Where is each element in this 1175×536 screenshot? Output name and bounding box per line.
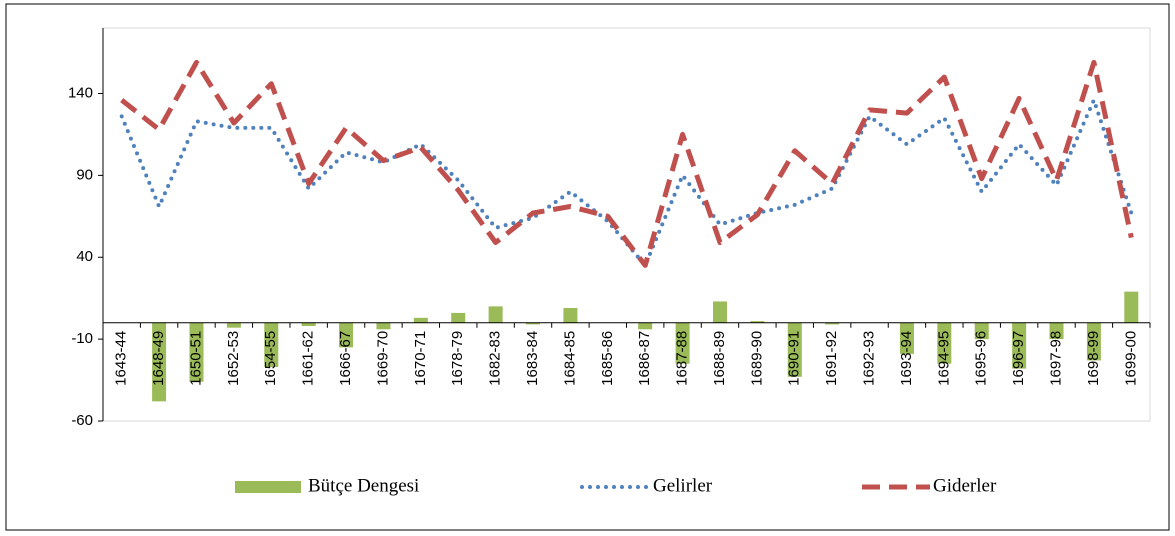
- legend-label: Gelirler: [653, 475, 713, 496]
- bar: [152, 322, 167, 402]
- bar: [376, 322, 391, 330]
- x-tick-label: 1661-62: [300, 331, 317, 386]
- bar: [563, 308, 578, 323]
- x-tick-label: 1652-53: [225, 331, 242, 386]
- line-series: [120, 59, 1134, 268]
- bar: [451, 312, 466, 323]
- bar: [675, 322, 690, 364]
- bar: [301, 322, 316, 327]
- bar: [974, 322, 989, 340]
- x-tick-label: 1688-89: [711, 331, 728, 386]
- x-tick-label: 1678-79: [449, 331, 466, 386]
- bar: [1086, 322, 1101, 361]
- x-tick-label: 1650-51: [187, 331, 204, 386]
- x-tick-label: 1669-70: [374, 331, 391, 386]
- bar: [750, 321, 765, 323]
- bar: [1012, 322, 1027, 369]
- x-tick-label: 1693-94: [898, 331, 915, 386]
- bar: [712, 301, 727, 323]
- x-tick-label: 1692-93: [861, 331, 878, 386]
- legend-swatch: [235, 481, 301, 493]
- y-tick-label: 90: [76, 166, 93, 183]
- x-tick-label: 1682-83: [487, 331, 504, 386]
- legend-label: Giderler: [933, 475, 997, 496]
- bar: [264, 322, 279, 367]
- bar: [899, 322, 914, 354]
- x-tick-label: 1685-86: [599, 331, 616, 386]
- bar: [413, 317, 428, 323]
- x-tick-label: 1670-71: [412, 331, 429, 386]
- x-tick-label: 1695-96: [973, 331, 990, 386]
- x-tick-label: 1697-98: [1047, 331, 1064, 386]
- bar: [1124, 291, 1139, 323]
- x-tick-label: 1691-92: [823, 331, 840, 386]
- bar: [937, 322, 952, 364]
- x-tick-label: 1689-90: [748, 331, 765, 386]
- x-tick-label: 1666-67: [337, 331, 354, 386]
- x-tick-label: 1699-00: [1122, 331, 1139, 386]
- bar: [526, 322, 541, 325]
- x-tick-label: 1687-88: [674, 331, 691, 386]
- x-tick-label: 1690-91: [786, 331, 803, 386]
- bar: [787, 322, 802, 377]
- bar: [488, 306, 503, 323]
- bar: [189, 322, 204, 382]
- x-tick-label: 1683-84: [524, 331, 541, 386]
- y-tick-label: 140: [68, 84, 93, 101]
- bar: [638, 322, 653, 330]
- x-tick-label: 1643-44: [113, 331, 130, 386]
- legend-label: Bütçe Dengesi: [308, 475, 419, 496]
- x-tick-label: 1684-85: [561, 331, 578, 386]
- bar: [1049, 322, 1064, 340]
- y-tick-label: -60: [71, 412, 93, 429]
- x-tick-label: 1694-95: [935, 331, 952, 386]
- bar: [339, 322, 354, 348]
- bar: [825, 322, 840, 325]
- x-tick-label: 1686-87: [636, 331, 653, 386]
- x-tick-label: 1654-55: [262, 331, 279, 386]
- chart-border: [5, 3, 1170, 531]
- y-tick-label: 40: [76, 248, 93, 265]
- x-tick-label: 1698-99: [1085, 331, 1102, 386]
- x-tick-label: 1696-97: [1010, 331, 1027, 386]
- bar: [226, 322, 241, 328]
- y-tick-label: -10: [71, 330, 93, 347]
- x-tick-label: 1648-49: [150, 331, 167, 386]
